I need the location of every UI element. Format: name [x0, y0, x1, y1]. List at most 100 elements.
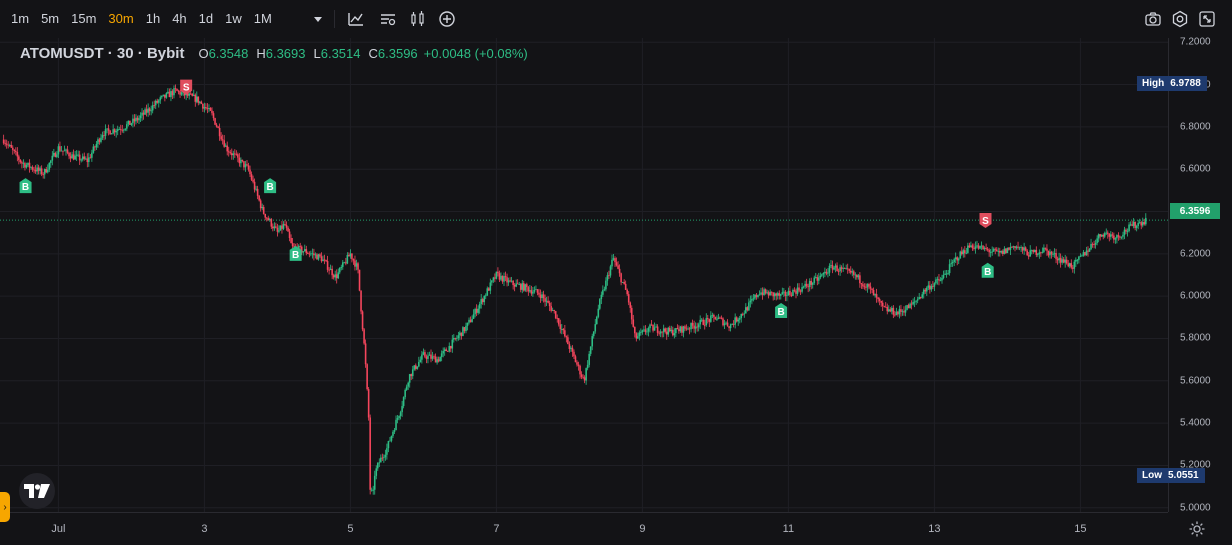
candle	[348, 252, 350, 257]
candle	[783, 288, 785, 297]
candle	[24, 161, 26, 171]
candle	[925, 286, 928, 296]
candle	[43, 168, 46, 179]
candle	[71, 151, 73, 159]
tradingview-logo[interactable]	[19, 473, 55, 509]
candle	[898, 305, 901, 319]
candle	[655, 323, 657, 328]
candle	[799, 289, 802, 296]
candle	[10, 141, 13, 149]
candle	[793, 287, 796, 293]
timeframe-1M[interactable]: 1M	[253, 11, 272, 26]
candle	[136, 115, 139, 123]
candle	[1023, 242, 1025, 255]
chart-settings-gear-icon[interactable]	[1188, 520, 1206, 538]
candle	[195, 91, 198, 104]
candle	[161, 95, 163, 99]
candle	[570, 345, 572, 352]
camera-icon[interactable]	[1143, 9, 1163, 29]
candle	[737, 317, 740, 326]
timeframe-1d[interactable]: 1d	[198, 11, 214, 26]
candle	[518, 282, 521, 286]
candle	[430, 349, 432, 363]
candle	[630, 305, 633, 325]
candle	[798, 283, 800, 293]
candle	[22, 159, 25, 169]
candle	[418, 356, 420, 368]
candle	[390, 435, 393, 443]
add-icon[interactable]	[437, 9, 457, 29]
timeframe-30m[interactable]: 30m	[108, 11, 134, 26]
candle	[454, 337, 457, 341]
side-panel-toggle[interactable]: ›	[0, 492, 10, 522]
candle	[288, 228, 291, 242]
candle	[699, 315, 701, 330]
candle	[1120, 236, 1123, 240]
signal-label: S	[982, 216, 989, 227]
candle	[1116, 234, 1118, 244]
timeframe-5m[interactable]: 5m	[41, 11, 60, 26]
timeframe-1h[interactable]: 1h	[145, 11, 161, 26]
candle	[1049, 249, 1051, 259]
change-value: +0.0048 (+0.08%)	[423, 46, 528, 61]
candle	[21, 160, 23, 169]
time-axis[interactable]: Jul 3 5 7 9 11 13 15	[0, 512, 1168, 545]
candle	[919, 296, 922, 300]
chart-type-icon[interactable]	[408, 9, 428, 29]
timeframe-1m[interactable]: 1m	[11, 11, 30, 26]
candle	[1143, 218, 1146, 226]
candle	[635, 332, 638, 342]
candle	[1100, 234, 1103, 237]
candle	[950, 259, 952, 267]
chart-pane[interactable]: S B B B S B B	[0, 38, 1168, 512]
chart-settings-icon[interactable]	[378, 9, 398, 29]
candle	[305, 245, 308, 256]
candle	[554, 310, 557, 320]
candle	[548, 300, 551, 312]
candle	[778, 290, 781, 300]
candle	[755, 293, 758, 300]
candle	[141, 108, 143, 121]
timeframe-15m[interactable]: 15m	[71, 11, 97, 26]
settings-icon[interactable]	[1170, 9, 1190, 29]
candle	[948, 259, 951, 276]
candle	[866, 283, 869, 293]
candle	[1122, 231, 1124, 240]
candle	[678, 325, 680, 334]
candle	[199, 100, 201, 105]
candle	[640, 328, 642, 336]
candle	[725, 321, 727, 325]
timeframe-1w[interactable]: 1w	[225, 11, 242, 26]
candle	[376, 462, 379, 471]
candle	[176, 88, 178, 92]
candle	[285, 221, 288, 231]
timeframe-4h[interactable]: 4h	[172, 11, 187, 26]
candle	[290, 234, 292, 244]
candle	[387, 440, 390, 453]
candle	[1003, 246, 1006, 255]
price-axis[interactable]: 7.20007.00006.80006.60006.40006.20006.00…	[1168, 37, 1232, 513]
indicators-icon[interactable]	[346, 9, 366, 29]
candle	[1125, 228, 1127, 235]
candle	[900, 304, 902, 317]
candle	[37, 164, 40, 175]
candle	[1035, 246, 1038, 258]
candle	[702, 317, 705, 326]
candle	[363, 328, 365, 345]
symbol-title[interactable]: ATOMUSDT · 30 · Bybit	[20, 45, 185, 62]
high-value: 6.9788	[1170, 78, 1201, 89]
chevron-down-icon[interactable]	[308, 9, 328, 29]
candle	[1029, 245, 1032, 257]
candle	[331, 265, 333, 280]
fullscreen-icon[interactable]	[1197, 9, 1217, 29]
candle	[859, 272, 861, 288]
candlestick-chart[interactable]: S B B B S B B	[0, 38, 1168, 512]
candle	[59, 141, 61, 153]
candle	[170, 87, 172, 102]
candle	[138, 115, 140, 125]
candle	[372, 485, 375, 495]
candle	[179, 90, 181, 98]
candle	[682, 325, 685, 338]
candle	[852, 269, 855, 279]
candle	[1026, 249, 1028, 256]
